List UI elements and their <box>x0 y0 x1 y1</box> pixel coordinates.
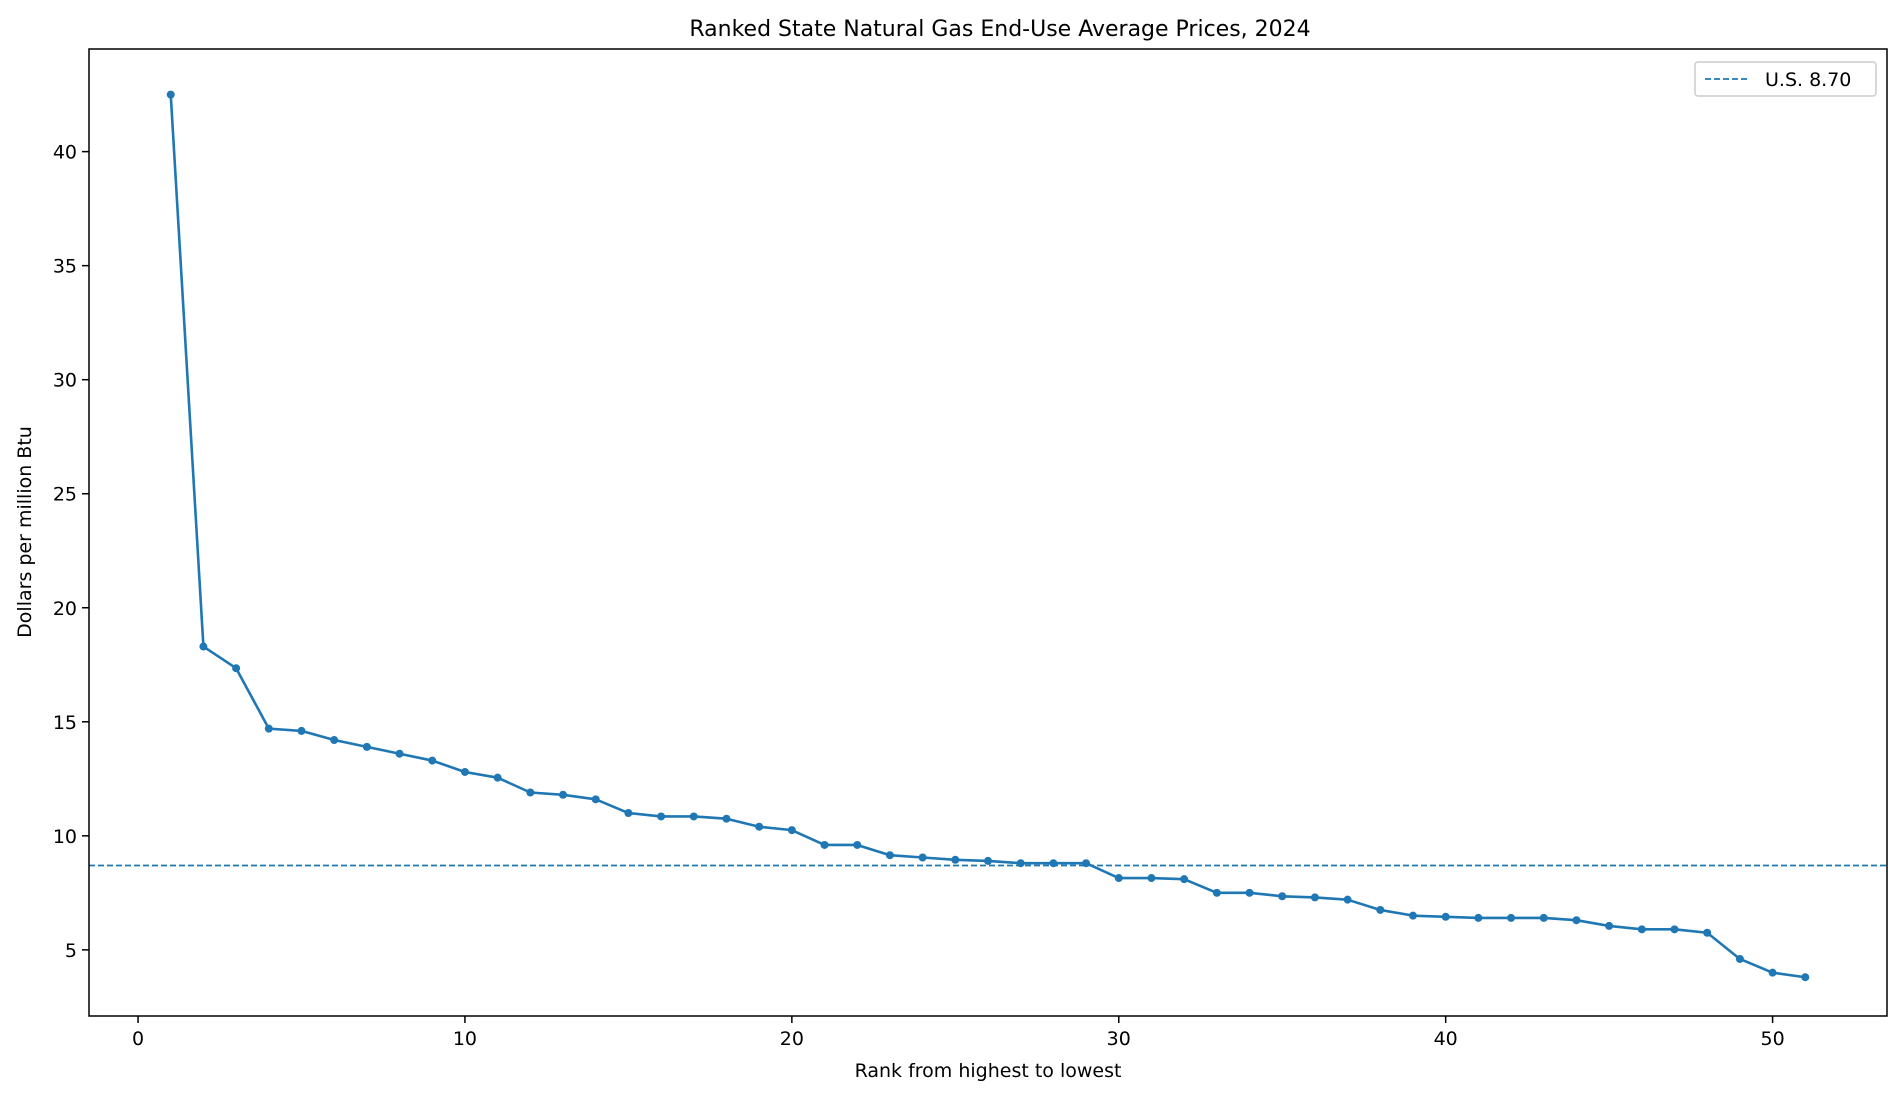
data-point <box>820 840 829 849</box>
data-point <box>689 812 698 821</box>
data-point <box>1605 921 1614 930</box>
y-axis-label: Dollars per million Btu <box>14 426 36 638</box>
data-point <box>1245 888 1254 897</box>
data-point <box>1082 859 1091 868</box>
data-point <box>1180 875 1189 884</box>
y-tick-label: 30 <box>53 370 77 392</box>
data-point <box>1703 928 1712 937</box>
data-point <box>984 856 992 865</box>
data-point <box>1670 925 1679 934</box>
data-point <box>853 840 862 849</box>
x-tick-label: 30 <box>1107 1028 1131 1050</box>
data-point <box>1735 954 1744 963</box>
data-point <box>1376 905 1385 914</box>
data-point <box>1572 916 1581 925</box>
y-tick-label: 25 <box>53 484 77 506</box>
data-point <box>1343 895 1352 904</box>
y-tick-label: 40 <box>53 142 77 164</box>
y-tick-label: 35 <box>53 256 77 278</box>
data-point <box>885 851 894 860</box>
data-point <box>362 742 371 751</box>
y-tick-label: 5 <box>65 940 77 962</box>
data-point <box>1016 859 1025 868</box>
data-point <box>624 809 633 818</box>
data-point <box>297 726 306 735</box>
data-point <box>1310 893 1319 902</box>
data-point <box>526 788 535 797</box>
data-point <box>1114 874 1123 883</box>
data-point <box>1801 973 1810 982</box>
legend-box <box>1694 61 1877 97</box>
y-tick-label: 10 <box>53 826 77 848</box>
x-axis-label: Rank from highest to lowest <box>855 1060 1122 1082</box>
y-tick-label: 15 <box>53 712 77 734</box>
data-point <box>1539 913 1548 922</box>
data-point <box>755 822 764 831</box>
data-point <box>1441 912 1450 921</box>
data-point <box>232 664 241 673</box>
data-point <box>1147 874 1156 883</box>
legend-label: U.S. 8.70 <box>1765 69 1851 91</box>
data-point <box>559 790 568 799</box>
chart-title: Ranked State Natural Gas End-Use Average… <box>689 17 1310 42</box>
data-point <box>264 724 273 733</box>
x-tick-label: 0 <box>132 1028 144 1050</box>
data-point <box>591 795 600 804</box>
data-point <box>460 767 469 776</box>
data-point <box>395 749 404 758</box>
data-point <box>787 826 796 835</box>
data-point <box>1637 925 1646 934</box>
data-point <box>1408 911 1417 920</box>
x-tick-label: 10 <box>453 1028 477 1050</box>
data-point <box>722 814 731 823</box>
data-point <box>1212 888 1221 897</box>
x-tick-label: 20 <box>780 1028 804 1050</box>
x-tick-label: 50 <box>1760 1028 1784 1050</box>
data-point <box>166 90 175 99</box>
data-point <box>918 853 927 862</box>
data-point <box>330 736 339 745</box>
data-point <box>1278 892 1287 901</box>
y-tick-label: 20 <box>53 598 77 620</box>
x-tick-label: 40 <box>1434 1028 1458 1050</box>
data-point <box>1768 968 1777 977</box>
data-point <box>428 756 437 765</box>
data-point <box>657 812 666 821</box>
data-point <box>199 642 208 651</box>
data-point <box>1474 913 1483 922</box>
data-point <box>1507 913 1516 922</box>
legend: U.S. 8.70 <box>1694 61 1877 97</box>
data-point <box>1049 859 1058 868</box>
data-point <box>951 855 960 864</box>
plot-frame <box>88 48 1888 1017</box>
data-point <box>493 773 502 782</box>
plot-area <box>89 90 1887 982</box>
series-line <box>169 94 1806 979</box>
